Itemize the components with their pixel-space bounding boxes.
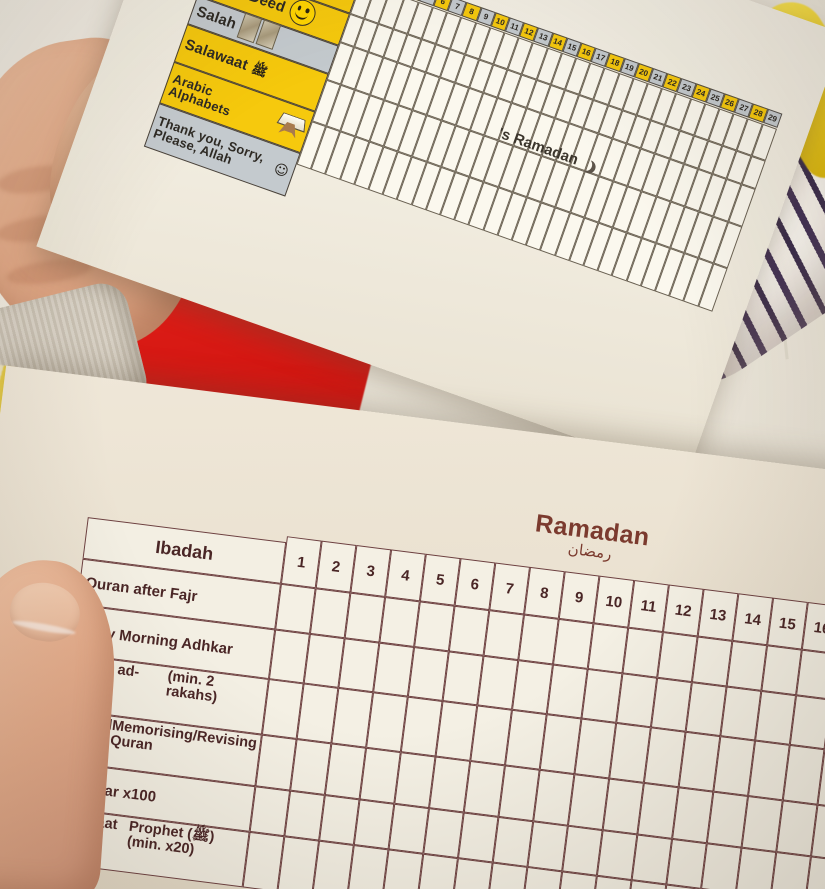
ibadah-cell-r1-d1[interactable] bbox=[275, 583, 316, 634]
ibadah-cell-r5-d10[interactable] bbox=[562, 825, 603, 876]
ibadah-cell-r5-d3[interactable] bbox=[319, 794, 360, 846]
ibadah-cell-r6-d7[interactable] bbox=[450, 858, 493, 889]
ibadah-cell-r6-d10[interactable] bbox=[555, 871, 597, 889]
ibadah-cell-r6-d2[interactable] bbox=[277, 836, 320, 889]
ibadah-cell-r6-d6[interactable] bbox=[416, 853, 458, 889]
ibadah-cell-r1-d6[interactable] bbox=[448, 605, 490, 656]
ibadah-cell-r6-d8[interactable] bbox=[485, 862, 528, 889]
ibadah-cell-r1-d9[interactable] bbox=[552, 618, 594, 669]
ibadah-cell-r1-d13[interactable] bbox=[691, 636, 733, 687]
ibadah-row-label-line: (min. 2 rakahs) bbox=[164, 668, 219, 706]
ibadah-cell-r5-d8[interactable] bbox=[492, 816, 534, 867]
ibadah-chart-title: Ramadan رمضان bbox=[532, 509, 651, 567]
ibadah-cell-r1-d11[interactable] bbox=[622, 627, 663, 678]
ibadah-cell-r5-d13[interactable] bbox=[666, 838, 707, 889]
ibadah-cell-r1-d2[interactable] bbox=[309, 588, 351, 639]
ibadah-cell-r1-d7[interactable] bbox=[483, 610, 525, 661]
ibadah-cell-r6-d9[interactable] bbox=[520, 866, 563, 889]
quran-on-rehal-icon bbox=[273, 110, 307, 142]
ibadah-cell-r5-d16[interactable] bbox=[770, 852, 811, 889]
ibadah-cell-r6-d5[interactable] bbox=[381, 849, 424, 889]
ibadah-cell-r5-d11[interactable] bbox=[596, 830, 638, 881]
ibadah-cell-r1-d5[interactable] bbox=[414, 601, 455, 652]
ibadah-cell-r1-d8[interactable] bbox=[518, 614, 559, 665]
ibadah-cell-r5-d15[interactable] bbox=[735, 847, 777, 889]
ibadah-cell-r5-d4[interactable] bbox=[353, 799, 395, 850]
ibadah-cell-r1-d14[interactable] bbox=[726, 640, 768, 691]
ibadah-header-text: Ibadah bbox=[154, 536, 215, 564]
ibadah-cell-r5-d9[interactable] bbox=[527, 821, 568, 872]
ibadah-cell-r5-d7[interactable] bbox=[457, 812, 499, 863]
ibadah-cell-r1-d4[interactable] bbox=[379, 596, 420, 647]
ibadah-cell-r5-d5[interactable] bbox=[388, 803, 430, 854]
ibadah-cell-r2-d16[interactable] bbox=[789, 695, 825, 750]
ibadah-cell-r5-d14[interactable] bbox=[701, 843, 742, 889]
ibadah-cell-r1-d12[interactable] bbox=[657, 632, 698, 683]
ibadah-cell-r1-d16[interactable] bbox=[796, 649, 825, 700]
ibadah-cell-r1-d10[interactable] bbox=[587, 623, 629, 674]
ibadah-row-label-line: Quran after Fajr bbox=[84, 573, 199, 605]
ibadah-cell-r5-d1[interactable] bbox=[249, 786, 291, 837]
ibadah-cell-r6-d4[interactable] bbox=[346, 845, 389, 889]
ibadah-cell-r5-d6[interactable] bbox=[423, 808, 464, 859]
ibadah-cell-r1-d3[interactable] bbox=[344, 592, 386, 643]
ibadah-cell-r1-d15[interactable] bbox=[761, 645, 802, 696]
ibadah-cell-r5-d2[interactable] bbox=[284, 790, 325, 841]
ibadah-cell-r5-d12[interactable] bbox=[631, 834, 673, 885]
arabic-calligraphy-sallallahu-icon: ﷺ bbox=[249, 61, 270, 82]
ibadah-cell-r6-d3[interactable] bbox=[312, 840, 354, 889]
hands-dua-icon: ☺ bbox=[271, 160, 291, 181]
